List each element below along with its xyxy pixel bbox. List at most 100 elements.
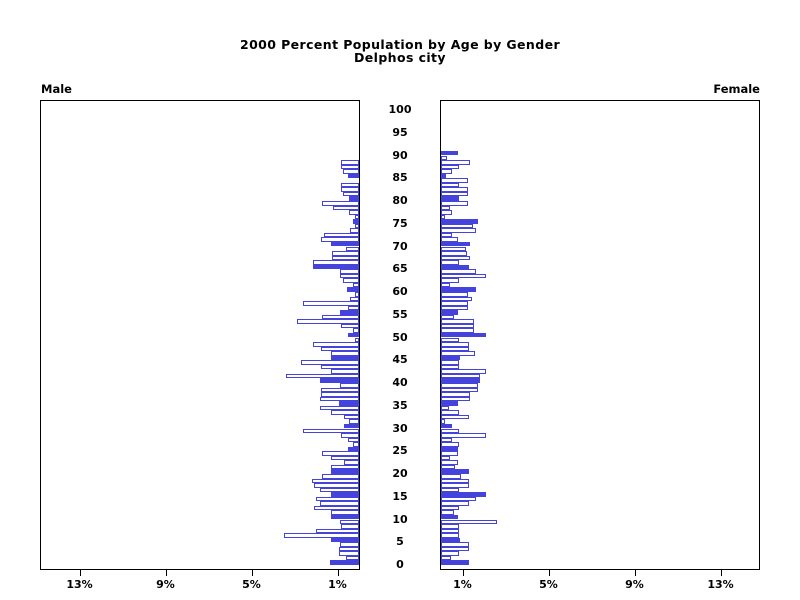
bar-female-age-63 bbox=[441, 273, 487, 279]
bar-female-age-84 bbox=[441, 178, 468, 183]
bar-female-age-21 bbox=[441, 464, 455, 470]
bar-female-age-58 bbox=[441, 296, 473, 302]
female-axis-tick-label-13: 13% bbox=[707, 578, 734, 591]
bar-male-age-0 bbox=[329, 560, 359, 565]
bar-male-age-83 bbox=[340, 182, 359, 188]
bar-male-age-28 bbox=[340, 433, 359, 438]
bar-female-age-73 bbox=[441, 228, 477, 233]
bar-female-age-42 bbox=[441, 369, 487, 374]
bar-male-age-9 bbox=[339, 519, 359, 525]
bar-female-age-4 bbox=[441, 542, 469, 547]
bar-female-age-76 bbox=[441, 214, 446, 220]
bar-female-age-32 bbox=[441, 414, 469, 420]
bar-male-age-21 bbox=[331, 464, 359, 470]
male-axis-label: Male bbox=[41, 82, 72, 96]
bar-female-age-22 bbox=[441, 460, 459, 465]
age-label-30: 30 bbox=[392, 421, 408, 435]
age-label-0: 0 bbox=[396, 558, 404, 571]
bar-male-age-17 bbox=[313, 483, 359, 488]
bar-male-age-37 bbox=[321, 392, 359, 397]
bar-male-age-79 bbox=[322, 201, 359, 206]
bar-male-age-42 bbox=[331, 369, 359, 374]
bar-female-age-77 bbox=[441, 210, 452, 215]
bar-female-age-49 bbox=[441, 337, 460, 343]
bar-female-age-0 bbox=[441, 560, 469, 565]
female-panel: 1% 5% 9% 13% bbox=[440, 100, 760, 591]
bar-female-age-64 bbox=[441, 269, 477, 274]
chart-title-line1: 2000 Percent Population by Age by Gender bbox=[239, 37, 561, 52]
bar-male-age-34 bbox=[320, 405, 359, 411]
bar-male-age-53 bbox=[296, 319, 359, 324]
bar-female-age-69 bbox=[441, 246, 466, 252]
bar-male-age-47 bbox=[321, 346, 359, 352]
bar-female-age-86 bbox=[441, 169, 452, 174]
bar-female-age-57 bbox=[441, 301, 468, 306]
age-label-25: 25 bbox=[392, 444, 408, 458]
bar-female-age-10 bbox=[441, 514, 459, 520]
bar-female-age-26 bbox=[441, 442, 460, 447]
bar-female-age-41 bbox=[441, 373, 480, 379]
bar-female-age-68 bbox=[441, 251, 467, 256]
bar-male-age-68 bbox=[332, 251, 359, 256]
bar-male-age-35 bbox=[338, 401, 359, 406]
bar-male-age-56 bbox=[348, 305, 359, 311]
bar-male-age-1 bbox=[346, 555, 359, 561]
age-label-90: 90 bbox=[392, 148, 408, 162]
bar-female-age-87 bbox=[441, 164, 460, 170]
bar-male-age-23 bbox=[331, 455, 359, 461]
bar-male-age-48 bbox=[312, 342, 359, 347]
female-axis-label: Female bbox=[713, 82, 760, 96]
bar-female-age-82 bbox=[441, 187, 468, 192]
bar-female-age-81 bbox=[441, 191, 468, 197]
bar-female-age-75 bbox=[441, 219, 478, 224]
bar-female-age-28 bbox=[441, 433, 487, 438]
bar-male-age-78 bbox=[333, 205, 359, 211]
bar-male-age-3 bbox=[338, 546, 359, 552]
age-label-60: 60 bbox=[392, 285, 408, 298]
age-axis: 0 5 10 15 20 25 30 35 40 45 50 55 60 65 70 75 80 85 90 95 10… bbox=[360, 100, 440, 575]
bar-female-age-90 bbox=[441, 150, 459, 156]
bar-female-age-18 bbox=[441, 478, 469, 484]
bar-male-age-7 bbox=[316, 528, 359, 534]
bar-female-age-60 bbox=[441, 287, 477, 292]
bar-female-age-20 bbox=[441, 469, 469, 474]
age-label-10: 10 bbox=[392, 512, 408, 526]
bar-female-age-2 bbox=[441, 551, 460, 556]
bar-female-age-24 bbox=[441, 451, 459, 456]
bar-male-age-16 bbox=[320, 487, 359, 493]
male-axis-tick-13 bbox=[79, 570, 81, 576]
bar-male-age-67 bbox=[332, 255, 359, 261]
bar-male-age-60 bbox=[347, 287, 359, 292]
bar-male-age-58 bbox=[350, 296, 359, 302]
bar-male-age-74 bbox=[354, 223, 359, 229]
female-axis-tick-label-5: 5% bbox=[539, 578, 558, 591]
bar-male-age-2 bbox=[338, 551, 359, 556]
bar-male-age-18 bbox=[311, 478, 359, 484]
female-axis-tick-5 bbox=[548, 570, 550, 576]
bar-female-age-16 bbox=[441, 487, 460, 493]
bar-female-age-66 bbox=[441, 260, 460, 265]
bar-female-age-31 bbox=[441, 419, 446, 424]
bar-male-age-66 bbox=[312, 260, 359, 265]
age-label-80: 80 bbox=[392, 194, 408, 207]
bar-male-age-25 bbox=[348, 446, 359, 452]
bar-female-age-23 bbox=[441, 455, 450, 461]
bar-female-age-36 bbox=[441, 396, 471, 402]
bar-female-age-25 bbox=[441, 446, 459, 452]
chart-title: 2000 Percent Population by Age by Gender… bbox=[0, 38, 800, 64]
age-label-35: 35 bbox=[392, 398, 408, 412]
bar-female-age-47 bbox=[441, 346, 469, 352]
bar-male-age-45 bbox=[331, 355, 359, 361]
bar-male-age-39 bbox=[339, 383, 359, 388]
bar-male-age-87 bbox=[340, 164, 359, 170]
bar-female-age-62 bbox=[441, 278, 460, 283]
bar-female-age-70 bbox=[441, 241, 471, 247]
male-axis-tick-9 bbox=[165, 570, 167, 576]
bar-male-age-73 bbox=[350, 228, 359, 233]
bar-female-age-17 bbox=[441, 483, 469, 488]
male-axis-tick-1 bbox=[337, 570, 339, 576]
bar-male-age-64 bbox=[339, 269, 359, 274]
bar-female-age-45 bbox=[441, 355, 461, 361]
bar-male-age-82 bbox=[340, 187, 359, 192]
bar-female-age-50 bbox=[441, 332, 487, 338]
